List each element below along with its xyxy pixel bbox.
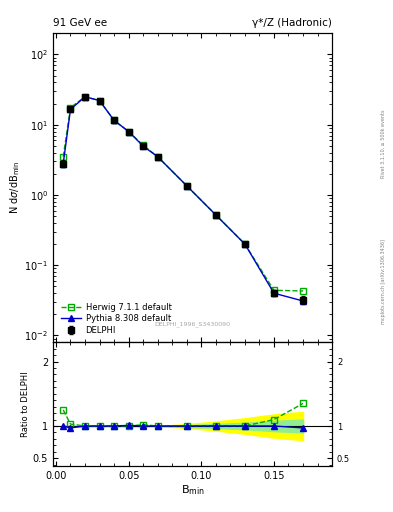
Pythia 8.308 default	[112, 117, 116, 123]
Text: DELPHI_1996_S3430090: DELPHI_1996_S3430090	[154, 321, 231, 327]
Herwig 7.1.1 default	[61, 154, 66, 160]
Line: Pythia 8.308 default: Pythia 8.308 default	[61, 94, 306, 304]
Legend: Herwig 7.1.1 default, Pythia 8.308 default, DELPHI: Herwig 7.1.1 default, Pythia 8.308 defau…	[57, 300, 175, 338]
Pythia 8.308 default	[83, 94, 87, 100]
Pythia 8.308 default	[301, 298, 305, 304]
Herwig 7.1.1 default	[68, 104, 73, 111]
Pythia 8.308 default	[97, 98, 102, 104]
Herwig 7.1.1 default	[126, 129, 131, 135]
Herwig 7.1.1 default	[97, 98, 102, 104]
Herwig 7.1.1 default	[155, 154, 160, 160]
Pythia 8.308 default	[68, 106, 73, 113]
Herwig 7.1.1 default	[112, 117, 116, 123]
Herwig 7.1.1 default	[184, 183, 189, 189]
Pythia 8.308 default	[141, 143, 145, 149]
Pythia 8.308 default	[242, 241, 247, 247]
Y-axis label: Ratio to DELPHI: Ratio to DELPHI	[21, 371, 30, 437]
Herwig 7.1.1 default	[83, 94, 87, 100]
Text: 91 GeV ee: 91 GeV ee	[53, 18, 107, 28]
Pythia 8.308 default	[61, 160, 66, 166]
X-axis label: B$_{\mathregular{min}}$: B$_{\mathregular{min}}$	[181, 483, 204, 497]
Pythia 8.308 default	[126, 129, 131, 135]
Herwig 7.1.1 default	[213, 212, 218, 218]
Pythia 8.308 default	[155, 154, 160, 160]
Herwig 7.1.1 default	[301, 288, 305, 294]
Y-axis label: N d$\sigma$/dB$_{\mathregular{min}}$: N d$\sigma$/dB$_{\mathregular{min}}$	[8, 161, 22, 215]
Herwig 7.1.1 default	[242, 241, 247, 247]
Text: mcplots.cern.ch [arXiv:1306.3436]: mcplots.cern.ch [arXiv:1306.3436]	[381, 239, 386, 324]
Text: γ*/Z (Hadronic): γ*/Z (Hadronic)	[252, 18, 332, 28]
Line: Herwig 7.1.1 default: Herwig 7.1.1 default	[61, 94, 306, 294]
Pythia 8.308 default	[213, 212, 218, 218]
Pythia 8.308 default	[184, 183, 189, 189]
Pythia 8.308 default	[272, 290, 276, 296]
Herwig 7.1.1 default	[141, 142, 145, 148]
Herwig 7.1.1 default	[272, 287, 276, 293]
Text: Rivet 3.1.10, ≥ 500k events: Rivet 3.1.10, ≥ 500k events	[381, 109, 386, 178]
